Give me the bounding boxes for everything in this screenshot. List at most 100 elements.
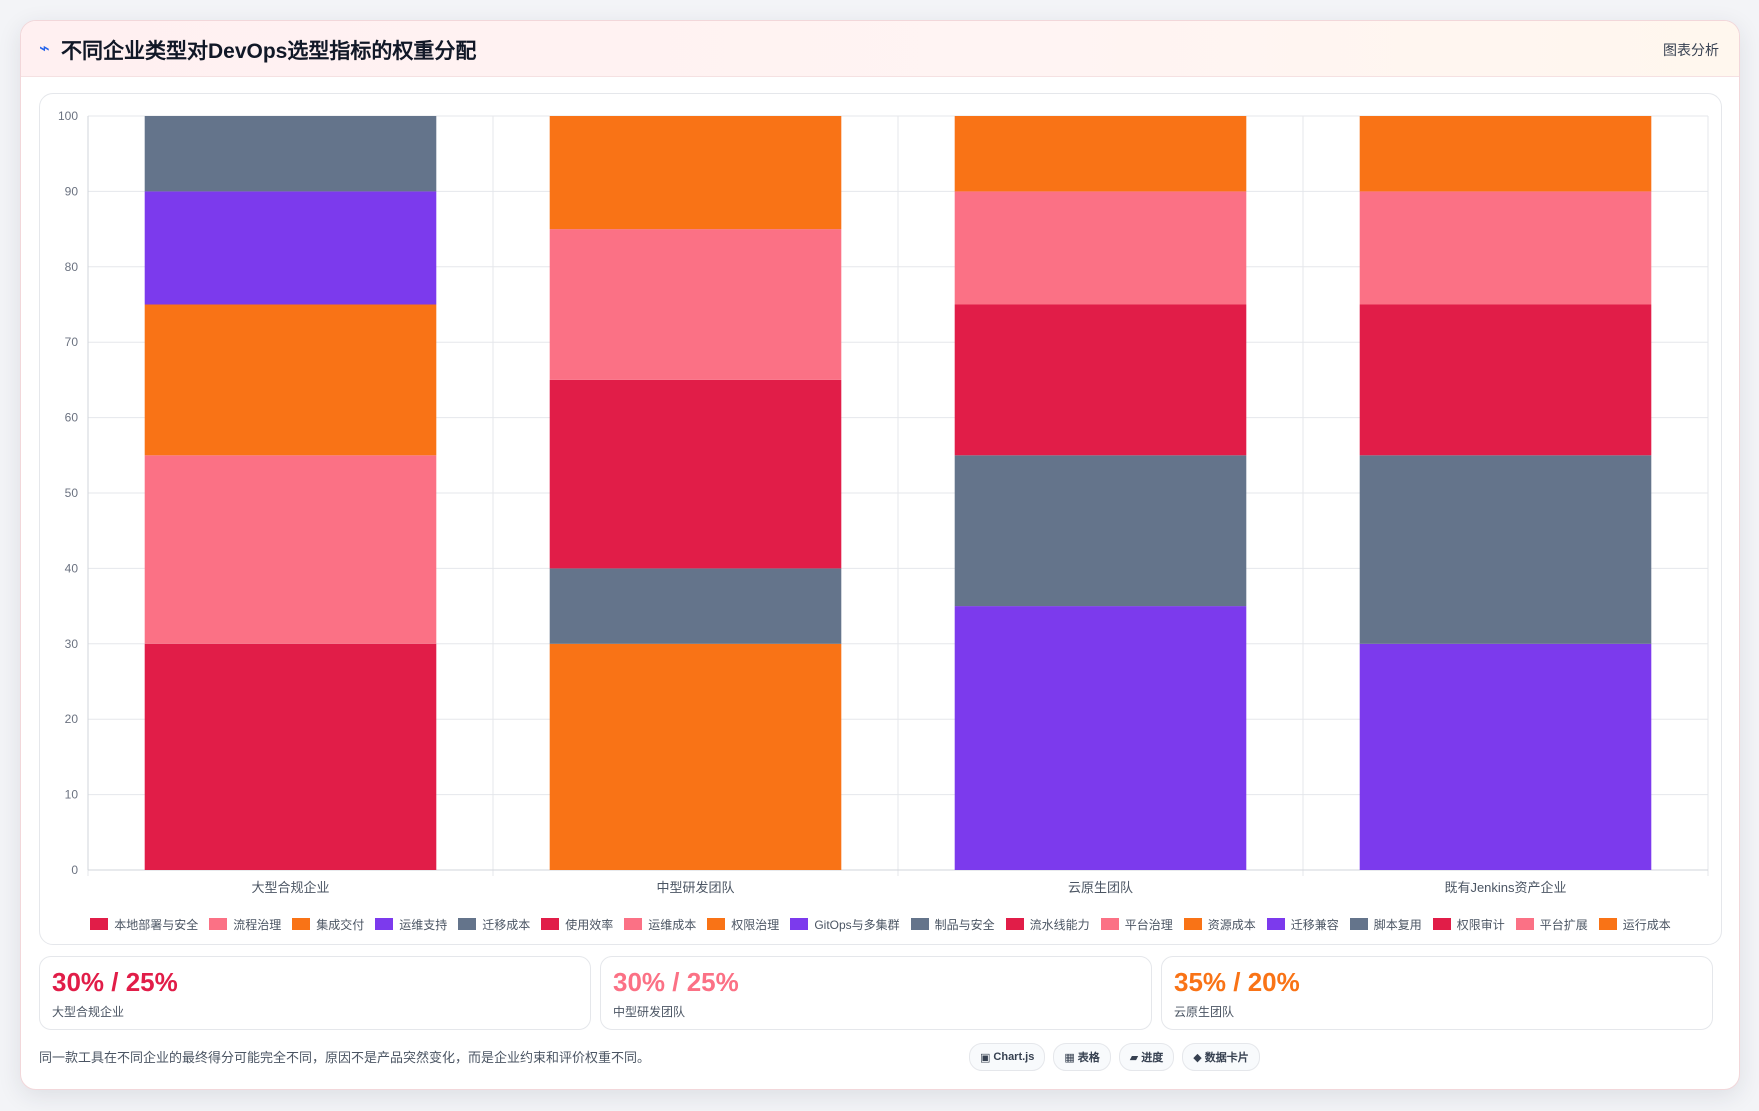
- legend-swatch: [707, 918, 726, 930]
- stats-row: 30% / 25% 大型合规企业 30% / 25% 中型研发团队 35% / …: [39, 956, 1720, 1030]
- legend-item[interactable]: 运维支持: [375, 916, 447, 933]
- chart-bolt-icon: ⌁: [39, 38, 50, 58]
- stat-value: 30% / 25%: [613, 967, 739, 997]
- legend-swatch: [1515, 918, 1534, 930]
- chip-data-card[interactable]: ◆ 数据卡片: [1182, 1043, 1260, 1071]
- bar-segment: [144, 455, 437, 644]
- stat-label: 中型研发团队: [613, 1005, 686, 1019]
- legend-label: 集成交付: [316, 917, 365, 932]
- legend-item[interactable]: 运行成本: [1598, 916, 1671, 933]
- y-tick-label: 90: [65, 184, 79, 198]
- progress-icon: ▰: [1129, 1051, 1139, 1064]
- bar-segment: [954, 606, 1247, 870]
- bar-segment: [549, 116, 842, 230]
- chip-label: Chart.js: [993, 1051, 1035, 1063]
- stat-card-3: 35% / 20% 云原生团队: [1161, 956, 1713, 1030]
- legend-item[interactable]: GitOps与多集群: [790, 916, 900, 933]
- diamond-icon: ◆: [1193, 1051, 1202, 1064]
- legend-item[interactable]: 脚本复用: [1349, 916, 1422, 933]
- legend-label: GitOps与多集群: [814, 917, 900, 932]
- legend-swatch: [910, 918, 929, 930]
- legend-label: 运行成本: [1622, 917, 1671, 932]
- bar-segment: [954, 304, 1247, 456]
- bar-segment: [144, 116, 437, 192]
- chip-table[interactable]: ▦ 表格: [1053, 1043, 1111, 1071]
- y-tick-label: 70: [65, 335, 79, 349]
- y-tick-label: 20: [65, 712, 79, 726]
- stat-card-2: 30% / 25% 中型研发团队: [600, 956, 1152, 1030]
- legend-label: 使用效率: [565, 917, 614, 932]
- legend-item[interactable]: 资源成本: [1183, 916, 1256, 933]
- bar-segment: [1359, 304, 1652, 456]
- chart-icon: ▣: [980, 1051, 991, 1064]
- y-tick-label: 40: [65, 561, 79, 575]
- y-tick-label: 10: [65, 788, 79, 802]
- legend-swatch: [1183, 918, 1202, 930]
- legend-label: 运维成本: [648, 917, 697, 932]
- x-tick-label: 云原生团队: [1068, 880, 1133, 895]
- legend-swatch: [790, 918, 809, 930]
- stacked-bar-chart: 0 10 20 30 40 50 60 70 80 90 100 大型合规企业 中型研发团队 云原生团队 既…: [58, 109, 1709, 895]
- bar-segment: [144, 191, 437, 305]
- chart-legend: 本地部署与安全 流程治理 集成交付 运维支持 迁移成本 使用效率 运维成本 权限治理 GitOp…: [40, 914, 1721, 934]
- y-tick-label: 30: [65, 637, 79, 651]
- y-tick-label: 100: [58, 109, 78, 123]
- legend-item[interactable]: 集成交付: [292, 916, 364, 933]
- legend-swatch: [375, 918, 394, 930]
- legend-item[interactable]: 平台治理: [1100, 916, 1173, 933]
- legend-label: 本地部署与安全: [114, 917, 199, 932]
- legend-item[interactable]: 权限审计: [1432, 916, 1505, 933]
- legend-swatch: [624, 918, 643, 930]
- stat-value: 35% / 20%: [1174, 967, 1300, 997]
- legend-swatch: [90, 918, 109, 930]
- legend-swatch: [1100, 918, 1119, 930]
- bar-segment: [549, 568, 842, 644]
- legend-label: 流程治理: [233, 917, 282, 932]
- legend-item[interactable]: 权限治理: [707, 916, 779, 933]
- y-tick-label: 80: [65, 260, 79, 274]
- x-tick-label: 大型合规企业: [251, 880, 329, 895]
- legend-swatch: [209, 918, 228, 930]
- legend-item[interactable]: 迁移成本: [458, 916, 530, 933]
- legend-item[interactable]: 制品与安全: [910, 916, 995, 933]
- view-chips: ▣ Chart.js ▦ 表格 ▰ 进度 ◆ 数据卡片: [969, 1043, 1260, 1071]
- legend-item[interactable]: 使用效率: [541, 916, 613, 933]
- x-tick-label: 中型研发团队: [656, 880, 734, 895]
- legend-item[interactable]: 平台扩展: [1515, 916, 1588, 933]
- legend-label: 迁移成本: [482, 917, 531, 932]
- legend-item[interactable]: 迁移兼容: [1266, 916, 1339, 933]
- legend-swatch: [1266, 918, 1285, 930]
- legend-swatch: [1432, 918, 1451, 930]
- stat-label: 大型合规企业: [52, 1005, 125, 1019]
- stat-label: 云原生团队: [1174, 1005, 1235, 1019]
- legend-swatch: [292, 918, 311, 930]
- legend-label: 权限审计: [1456, 917, 1505, 932]
- x-tick-label: 既有Jenkins资产企业: [1444, 880, 1566, 895]
- legend-label: 平台治理: [1124, 917, 1173, 932]
- chip-label: 进度: [1141, 1052, 1164, 1064]
- chart-card: ⌁ 不同企业类型对DevOps选型指标的权重分配 图表分析 0 10 20 30 40 5…: [20, 20, 1740, 1090]
- stat-value: 30% / 25%: [52, 967, 178, 997]
- y-tick-label: 60: [65, 411, 79, 425]
- bar-segment: [549, 229, 842, 380]
- chip-chartjs[interactable]: ▣ Chart.js: [969, 1043, 1046, 1071]
- legend-label: 脚本复用: [1373, 917, 1422, 932]
- legend-item[interactable]: 运维成本: [624, 916, 696, 933]
- legend-label: 平台扩展: [1539, 917, 1588, 932]
- legend-item[interactable]: 流程治理: [209, 916, 281, 933]
- legend-item[interactable]: 本地部署与安全: [90, 916, 198, 933]
- bar-segment: [1359, 191, 1652, 305]
- table-icon: ▦: [1064, 1051, 1075, 1064]
- chip-progress[interactable]: ▰ 进度: [1118, 1043, 1175, 1071]
- chart-title: 不同企业类型对DevOps选型指标的权重分配: [61, 40, 477, 63]
- legend-swatch: [1005, 918, 1024, 930]
- bar-segment: [144, 643, 437, 870]
- legend-item[interactable]: 流水线能力: [1005, 916, 1090, 933]
- legend-label: 资源成本: [1207, 917, 1256, 932]
- legend-label: 迁移兼容: [1290, 917, 1339, 932]
- chart-panel: 0 10 20 30 40 50 60 70 80 90 100 大型合规企业 中型研发团队 云原生团队 既…: [39, 93, 1722, 945]
- legend-swatch: [1598, 918, 1617, 930]
- chart-analysis-tag: 图表分析: [1663, 42, 1719, 58]
- bar-segment: [1359, 116, 1652, 192]
- stat-card-1: 30% / 25% 大型合规企业: [39, 956, 591, 1030]
